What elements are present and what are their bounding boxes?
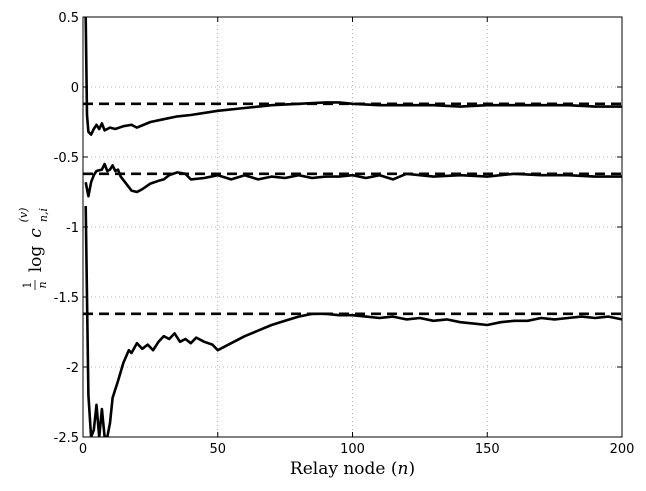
x-tick-label: 150: [475, 442, 500, 457]
y-label-subscript: n,i: [37, 208, 50, 222]
x-label-close: ): [408, 459, 415, 479]
ticks: [82, 16, 623, 438]
tick-labels: 0 50 100 150 200 0.5 0 -0.5 -1 -1.5 -2 -2.5: [54, 11, 635, 457]
y-tick-label: -2: [66, 361, 79, 376]
series-layer: [83, 17, 622, 437]
x-tick-label: 100: [340, 442, 365, 457]
x-tick-label: 50: [209, 442, 226, 457]
y-label-func: log: [26, 246, 46, 273]
y-label-frac-denominator: n: [36, 281, 49, 288]
x-axis-label: Relay node (n): [290, 459, 415, 479]
y-tick-label: -1.5: [54, 291, 79, 306]
series-line-0: [84, 17, 622, 136]
y-label-frac-numerator: 1: [21, 282, 34, 289]
y-label-variable: c: [26, 228, 46, 238]
x-tick-label: 200: [610, 442, 635, 457]
x-label-variable: n: [398, 459, 409, 479]
series-line-2: [84, 205, 622, 437]
y-tick-label: -2.5: [54, 431, 79, 446]
x-label-text: Relay node (: [290, 459, 398, 479]
y-tick-label: 0.5: [58, 11, 79, 26]
y-tick-label: -0.5: [54, 151, 79, 166]
y-axis-label: 1 n log c (v) n,i: [17, 208, 50, 290]
y-tick-label: -1: [66, 221, 79, 236]
x-tick-label: 0: [79, 442, 87, 457]
y-tick-label: 0: [71, 81, 79, 96]
y-label-superscript: (v): [17, 208, 30, 223]
